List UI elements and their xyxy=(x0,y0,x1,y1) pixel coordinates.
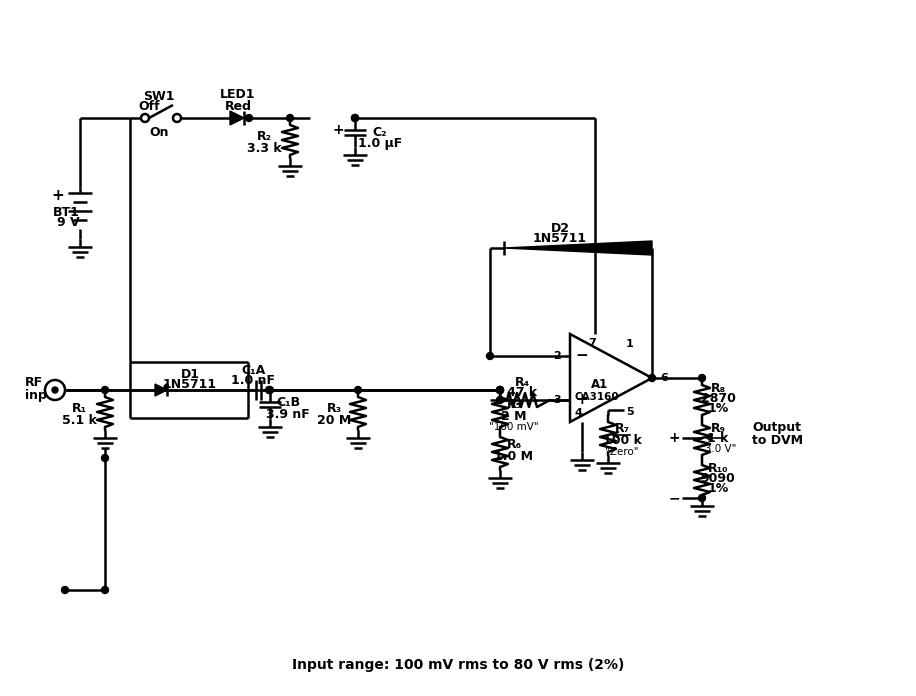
Circle shape xyxy=(102,386,108,393)
Text: R₅: R₅ xyxy=(507,397,521,411)
Circle shape xyxy=(102,454,108,461)
Text: input: input xyxy=(25,390,61,402)
Text: Output: Output xyxy=(753,422,802,434)
Text: R₄: R₄ xyxy=(515,376,529,388)
Text: 1N5711: 1N5711 xyxy=(533,232,587,246)
Text: "100 mV": "100 mV" xyxy=(489,422,539,432)
Text: RF: RF xyxy=(25,376,43,388)
Circle shape xyxy=(141,114,149,122)
Text: C₁B: C₁B xyxy=(276,395,300,409)
Text: 3.9 nF: 3.9 nF xyxy=(267,407,310,420)
Text: 1.0 μF: 1.0 μF xyxy=(358,136,402,150)
Circle shape xyxy=(245,115,253,122)
Circle shape xyxy=(352,115,358,122)
Circle shape xyxy=(52,387,58,393)
Text: SW1: SW1 xyxy=(143,90,175,102)
Circle shape xyxy=(287,115,293,122)
Text: 9090: 9090 xyxy=(701,473,736,486)
Text: R₁: R₁ xyxy=(71,402,87,415)
Text: 2 M: 2 M xyxy=(501,409,527,422)
Text: D2: D2 xyxy=(551,221,570,235)
Text: Input range: 100 mV rms to 80 V rms (2%): Input range: 100 mV rms to 80 V rms (2%) xyxy=(292,658,624,672)
Text: C₁A: C₁A xyxy=(241,363,265,377)
Text: 1: 1 xyxy=(627,339,634,349)
Circle shape xyxy=(352,115,358,122)
Polygon shape xyxy=(504,241,652,255)
Text: R₉: R₉ xyxy=(711,422,725,434)
Text: to DVM: to DVM xyxy=(751,434,802,448)
Text: A1: A1 xyxy=(592,377,608,390)
Circle shape xyxy=(486,352,494,360)
Text: CA3160: CA3160 xyxy=(574,392,619,402)
Text: +: + xyxy=(668,431,680,445)
Circle shape xyxy=(496,386,504,393)
Text: R₆: R₆ xyxy=(507,438,521,450)
Text: +: + xyxy=(333,123,344,137)
Circle shape xyxy=(496,386,504,393)
Circle shape xyxy=(173,114,181,122)
Polygon shape xyxy=(230,111,244,125)
Text: 47 k: 47 k xyxy=(507,386,537,399)
Text: 9 V: 9 V xyxy=(57,216,80,230)
Text: "3.0 V": "3.0 V" xyxy=(700,444,736,454)
Text: R₂: R₂ xyxy=(256,129,271,143)
Text: R₁₀: R₁₀ xyxy=(708,461,728,475)
Text: 7: 7 xyxy=(588,338,596,348)
Polygon shape xyxy=(155,384,167,396)
Text: 1%: 1% xyxy=(707,402,728,416)
Text: 4: 4 xyxy=(574,408,582,418)
Text: −: − xyxy=(668,491,680,505)
Text: LED1: LED1 xyxy=(220,88,256,102)
Text: 3: 3 xyxy=(553,395,561,405)
Text: 100 k: 100 k xyxy=(603,434,641,448)
Circle shape xyxy=(699,494,705,502)
Circle shape xyxy=(267,386,274,393)
Text: +: + xyxy=(51,187,64,203)
Text: 6: 6 xyxy=(660,373,668,383)
Circle shape xyxy=(496,386,504,393)
Circle shape xyxy=(649,374,656,381)
Text: BT1: BT1 xyxy=(52,205,80,219)
Text: Red: Red xyxy=(224,100,252,113)
Text: 2: 2 xyxy=(553,351,561,361)
Text: −: − xyxy=(575,349,588,363)
Text: On: On xyxy=(149,125,169,139)
Text: +: + xyxy=(575,393,588,407)
Circle shape xyxy=(354,386,362,393)
Text: 1.0 nF: 1.0 nF xyxy=(231,374,275,388)
Text: 1.0 M: 1.0 M xyxy=(495,450,533,463)
Text: 1 k: 1 k xyxy=(707,432,729,445)
Circle shape xyxy=(102,587,108,594)
Text: 20 M: 20 M xyxy=(317,413,351,427)
Text: 2870: 2870 xyxy=(701,393,736,406)
Text: "Zero": "Zero" xyxy=(605,447,638,457)
Circle shape xyxy=(266,386,272,393)
Text: C₂: C₂ xyxy=(373,125,387,139)
Text: R₇: R₇ xyxy=(615,422,629,436)
Text: 5: 5 xyxy=(627,407,634,417)
Circle shape xyxy=(61,587,69,594)
Text: 1%: 1% xyxy=(707,482,728,496)
Circle shape xyxy=(496,397,504,404)
Text: Off: Off xyxy=(138,100,159,113)
Circle shape xyxy=(699,374,705,381)
Text: 3.3 k: 3.3 k xyxy=(246,141,281,155)
Text: D1: D1 xyxy=(180,367,200,381)
Text: R₈: R₈ xyxy=(711,381,725,395)
Text: R₃: R₃ xyxy=(326,402,342,415)
Text: 5.1 k: 5.1 k xyxy=(61,413,96,427)
Text: 1N5711: 1N5711 xyxy=(163,379,217,391)
Circle shape xyxy=(45,380,65,400)
